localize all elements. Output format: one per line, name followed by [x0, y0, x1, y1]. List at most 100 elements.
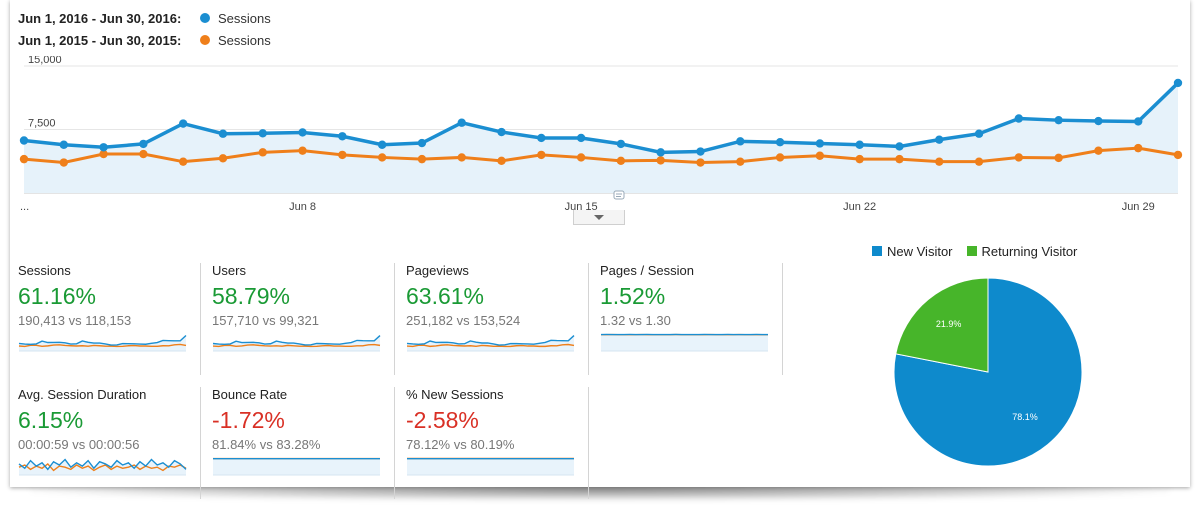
previous-series-point[interactable]: [935, 157, 944, 166]
legend-previous-label: Sessions: [218, 32, 271, 48]
current-series-point[interactable]: [99, 143, 108, 152]
previous-series-point[interactable]: [1014, 153, 1024, 162]
pie-legend-new[interactable]: New Visitor: [872, 244, 953, 259]
previous-series-point[interactable]: [1134, 143, 1143, 153]
current-series-point[interactable]: [815, 139, 825, 148]
previous-series-point[interactable]: [19, 154, 29, 164]
current-series-point[interactable]: [974, 129, 984, 138]
metric-sparkline: [18, 335, 187, 352]
previous-series-point[interactable]: [656, 156, 665, 165]
metric-title: Users: [212, 263, 246, 278]
sparkline-area: [213, 335, 380, 351]
metric-sparkline: [212, 335, 381, 352]
current-series-point[interactable]: [775, 138, 785, 147]
current-series-point[interactable]: [457, 118, 466, 127]
previous-series-point[interactable]: [338, 150, 347, 160]
previous-series-point[interactable]: [298, 146, 307, 155]
metric-comparison: 81.84% vs 83.28%: [212, 437, 321, 452]
previous-series-point[interactable]: [417, 154, 427, 164]
current-series-point[interactable]: [935, 135, 944, 144]
current-series-point[interactable]: [218, 129, 228, 138]
current-series-point[interactable]: [417, 138, 427, 148]
metric-change-value: -1.72%: [212, 407, 285, 433]
previous-series-point[interactable]: [497, 156, 506, 166]
previous-series-point[interactable]: [775, 153, 785, 162]
metric-tile[interactable]: % New Sessions -2.58% 78.12% vs 80.19%: [406, 387, 589, 499]
metric-tile[interactable]: Pages / Session 1.52% 1.32 vs 1.30: [600, 263, 783, 375]
previous-series-point[interactable]: [377, 153, 387, 162]
previous-series-point[interactable]: [59, 158, 68, 167]
x-tick-label: Jun 29: [1122, 201, 1155, 213]
metric-tile[interactable]: Avg. Session Duration 6.15% 00:00:59 vs 00…: [18, 387, 201, 499]
current-series-point[interactable]: [696, 147, 705, 156]
current-series-point[interactable]: [616, 139, 626, 149]
sparkline-current: [212, 335, 381, 346]
current-series-point[interactable]: [855, 140, 864, 149]
current-series-point[interactable]: [298, 128, 307, 137]
previous-series-point[interactable]: [895, 154, 904, 164]
previous-series-point[interactable]: [1173, 150, 1183, 160]
current-series-point[interactable]: [19, 136, 29, 145]
pie-legend-returning-swatch: [966, 246, 977, 256]
sparkline-previous: [212, 343, 381, 348]
current-series-point[interactable]: [338, 132, 347, 141]
current-series-point[interactable]: [895, 142, 904, 151]
previous-series-point[interactable]: [1054, 153, 1063, 163]
current-series-point[interactable]: [1054, 115, 1063, 125]
visitor-type-pie-chart[interactable]: 78.1% 21.9%: [892, 276, 1084, 468]
sparkline-previous: [18, 462, 187, 472]
legend-previous-dot: [200, 35, 210, 45]
pie-legend-returning[interactable]: Returning Visitor: [966, 243, 1078, 259]
metric-title: Bounce Rate: [212, 387, 288, 402]
collapse-chart-toggle[interactable]: [573, 210, 625, 225]
previous-series-point[interactable]: [139, 149, 148, 159]
previous-series-point[interactable]: [457, 153, 466, 162]
current-series-point[interactable]: [1173, 78, 1183, 88]
pie-slice-returning-visitor[interactable]: [895, 277, 989, 373]
pie-legend-returning-label: Returning Visitor: [981, 243, 1078, 259]
metric-comparison: 00:00:59 vs 00:00:56: [18, 437, 140, 452]
previous-series-point[interactable]: [1094, 146, 1103, 155]
annotation-marker-icon[interactable]: [613, 190, 625, 200]
x-tick-label: Jun 8: [289, 201, 316, 213]
previous-series-point[interactable]: [974, 157, 984, 166]
metric-change-value: 61.16%: [18, 283, 97, 309]
previous-series-point[interactable]: [218, 154, 228, 163]
current-series-point[interactable]: [258, 129, 267, 138]
previous-series-point[interactable]: [99, 149, 108, 159]
current-series-point[interactable]: [1134, 117, 1143, 126]
metric-tile[interactable]: Pageviews 63.61% 251,182 vs 153,524: [406, 263, 589, 375]
previous-series-point[interactable]: [576, 153, 586, 162]
previous-series-point[interactable]: [537, 150, 546, 160]
previous-series-point[interactable]: [696, 158, 705, 167]
current-series-point[interactable]: [497, 127, 506, 137]
current-series-point[interactable]: [656, 148, 665, 157]
metric-tile[interactable]: Users 58.79% 157,710 vs 99,321: [212, 263, 395, 375]
metric-comparison: 1.32 vs 1.30: [600, 313, 671, 328]
metric-tile[interactable]: Sessions 61.16% 190,413 vs 118,153: [18, 263, 201, 375]
sparkline-current: [406, 335, 575, 346]
sparkline-area: [407, 458, 574, 475]
previous-series-point[interactable]: [178, 157, 188, 166]
current-series-point[interactable]: [736, 137, 745, 146]
previous-series-point[interactable]: [616, 156, 626, 166]
metric-comparison: 157,710 vs 99,321: [212, 313, 319, 328]
current-series-area: [24, 82, 1178, 193]
previous-series-point[interactable]: [855, 154, 864, 164]
metric-tile[interactable]: Bounce Rate -1.72% 81.84% vs 83.28%: [212, 387, 395, 499]
current-series-point[interactable]: [377, 140, 387, 149]
previous-series-point[interactable]: [736, 157, 745, 166]
current-series-point[interactable]: [59, 140, 68, 149]
current-series-point[interactable]: [537, 133, 546, 143]
metric-change-value: 1.52%: [600, 283, 666, 309]
metric-title: Sessions: [18, 263, 71, 278]
previous-series-point[interactable]: [258, 148, 267, 157]
current-series-point[interactable]: [1094, 116, 1103, 126]
current-series-point[interactable]: [139, 139, 148, 149]
current-series-point[interactable]: [576, 133, 586, 143]
current-series-point[interactable]: [1014, 114, 1024, 123]
current-series-point[interactable]: [178, 119, 188, 128]
legend-previous-range: Jun 1, 2015 - Jun 30, 2015:: [18, 32, 182, 48]
previous-series-point[interactable]: [815, 151, 825, 160]
